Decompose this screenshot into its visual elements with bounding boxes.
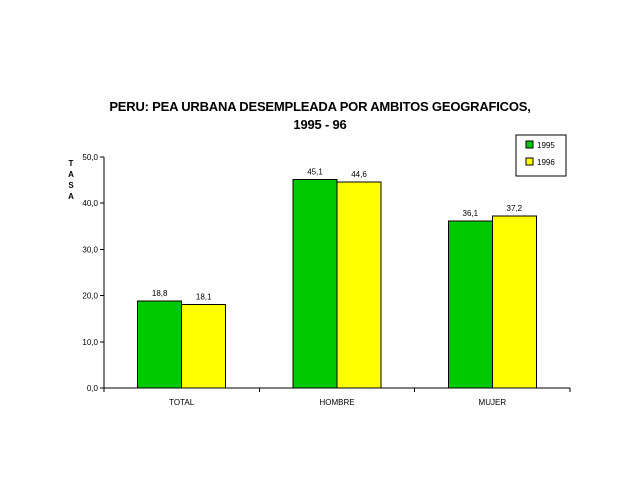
data-label: 45,1 bbox=[307, 168, 323, 177]
legend-label: 1996 bbox=[537, 158, 555, 167]
data-label: 37,2 bbox=[507, 204, 523, 213]
legend-swatch-1996 bbox=[525, 157, 534, 166]
x-tick-label: HOMBRE bbox=[319, 398, 354, 407]
legend-swatch-1995 bbox=[525, 140, 534, 149]
legend-label: 1995 bbox=[537, 141, 555, 150]
bar-1995-total bbox=[137, 300, 183, 389]
data-label: 18,1 bbox=[196, 292, 212, 301]
bar-1996-mujer bbox=[491, 215, 537, 389]
y-axis-label: TASA bbox=[68, 159, 74, 201]
y-tick-label: 50,0 bbox=[82, 153, 98, 162]
bar-1996-total bbox=[181, 303, 227, 389]
data-label: 44,6 bbox=[351, 170, 367, 179]
data-label: 18,8 bbox=[152, 289, 168, 298]
bar-1995-mujer bbox=[447, 220, 493, 389]
data-label: 36,1 bbox=[463, 209, 479, 218]
bar-1996-hombre bbox=[336, 181, 382, 389]
y-tick-label: 10,0 bbox=[82, 338, 98, 347]
y-tick-label: 0,0 bbox=[87, 384, 99, 393]
bar-1995-hombre bbox=[292, 179, 338, 389]
y-tick-label: 40,0 bbox=[82, 199, 98, 208]
chart-title: PERU: PEA URBANA DESEMPLEADA POR AMBITOS… bbox=[109, 99, 531, 114]
chart-subtitle: 1995 - 96 bbox=[293, 117, 347, 132]
legend-box bbox=[515, 134, 567, 177]
x-tick-label: MUJER bbox=[479, 398, 507, 407]
x-tick-label: TOTAL bbox=[169, 398, 195, 407]
y-tick-label: 20,0 bbox=[82, 292, 98, 301]
y-tick-label: 30,0 bbox=[82, 245, 98, 254]
